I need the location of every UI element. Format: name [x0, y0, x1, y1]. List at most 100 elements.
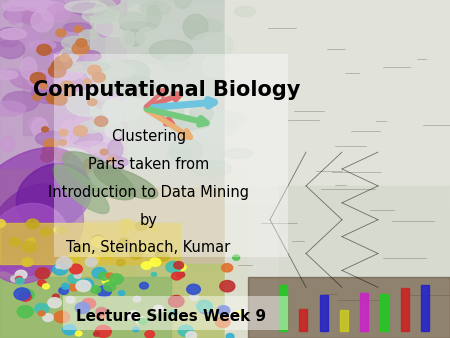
Ellipse shape: [91, 156, 128, 168]
Circle shape: [187, 284, 200, 294]
Circle shape: [63, 325, 76, 335]
Ellipse shape: [75, 142, 110, 153]
Circle shape: [104, 282, 116, 291]
Ellipse shape: [82, 8, 119, 23]
Circle shape: [236, 311, 242, 315]
Ellipse shape: [192, 32, 234, 56]
Ellipse shape: [202, 55, 229, 77]
Ellipse shape: [61, 120, 80, 143]
Circle shape: [94, 116, 108, 126]
Ellipse shape: [75, 114, 94, 134]
Ellipse shape: [94, 0, 117, 23]
Circle shape: [96, 314, 105, 320]
Circle shape: [9, 238, 21, 246]
Circle shape: [156, 251, 166, 259]
Bar: [299, 309, 307, 331]
Text: Introduction to Data Mining: Introduction to Data Mining: [48, 185, 249, 200]
Ellipse shape: [80, 66, 102, 81]
Circle shape: [53, 294, 59, 299]
Ellipse shape: [62, 37, 88, 50]
Bar: [0, 223, 180, 264]
Ellipse shape: [89, 4, 105, 16]
FancyBboxPatch shape: [54, 54, 288, 257]
Circle shape: [197, 300, 212, 312]
Ellipse shape: [95, 17, 140, 37]
Ellipse shape: [140, 1, 171, 16]
Ellipse shape: [28, 41, 56, 50]
Circle shape: [56, 29, 66, 37]
Circle shape: [50, 171, 62, 179]
Circle shape: [117, 260, 125, 266]
Ellipse shape: [190, 104, 213, 124]
Circle shape: [0, 219, 5, 227]
Ellipse shape: [103, 97, 146, 121]
Circle shape: [14, 288, 30, 300]
Ellipse shape: [0, 203, 68, 283]
Circle shape: [27, 247, 32, 251]
Circle shape: [49, 65, 66, 77]
Circle shape: [60, 54, 70, 62]
Circle shape: [74, 245, 83, 251]
Circle shape: [153, 306, 163, 313]
Circle shape: [43, 314, 53, 321]
Circle shape: [72, 42, 89, 55]
Ellipse shape: [213, 111, 246, 127]
Circle shape: [60, 164, 68, 170]
Circle shape: [59, 287, 68, 294]
Circle shape: [37, 45, 51, 55]
Circle shape: [201, 305, 209, 311]
Ellipse shape: [79, 30, 98, 39]
Circle shape: [73, 126, 87, 136]
Ellipse shape: [36, 0, 55, 21]
Bar: [400, 288, 409, 331]
Circle shape: [56, 265, 61, 268]
Circle shape: [16, 278, 24, 284]
Circle shape: [170, 310, 178, 316]
Ellipse shape: [21, 6, 46, 21]
Ellipse shape: [98, 62, 135, 79]
Circle shape: [15, 276, 22, 282]
Ellipse shape: [201, 80, 225, 95]
Circle shape: [92, 72, 105, 82]
Ellipse shape: [50, 52, 70, 73]
Circle shape: [76, 39, 87, 47]
Ellipse shape: [2, 92, 39, 112]
Circle shape: [74, 26, 82, 32]
Circle shape: [220, 281, 235, 292]
Ellipse shape: [120, 22, 157, 31]
Text: Lecture Slides Week 9: Lecture Slides Week 9: [76, 309, 266, 323]
Circle shape: [75, 303, 90, 313]
Circle shape: [68, 254, 79, 262]
Circle shape: [80, 165, 91, 173]
Circle shape: [96, 307, 107, 316]
Ellipse shape: [183, 14, 208, 40]
Ellipse shape: [50, 148, 90, 167]
Bar: [90, 0, 248, 186]
Circle shape: [133, 296, 141, 302]
Circle shape: [133, 327, 139, 332]
Circle shape: [88, 65, 101, 75]
Ellipse shape: [8, 0, 47, 17]
Ellipse shape: [191, 161, 232, 176]
Text: Tan, Steinbach, Kumar: Tan, Steinbach, Kumar: [67, 240, 230, 255]
Bar: [340, 310, 348, 331]
Ellipse shape: [147, 5, 161, 28]
Bar: [320, 295, 328, 331]
Ellipse shape: [166, 148, 192, 165]
Ellipse shape: [75, 50, 101, 62]
Circle shape: [35, 304, 49, 314]
Ellipse shape: [0, 27, 22, 47]
Circle shape: [62, 283, 69, 289]
Ellipse shape: [89, 131, 123, 146]
Circle shape: [61, 81, 74, 91]
Ellipse shape: [0, 71, 18, 79]
Circle shape: [85, 258, 97, 266]
Circle shape: [56, 257, 72, 269]
Circle shape: [54, 56, 72, 69]
Circle shape: [95, 325, 111, 337]
Ellipse shape: [32, 83, 66, 103]
Circle shape: [19, 289, 34, 301]
Bar: [225, 186, 450, 338]
Bar: [0, 169, 248, 338]
Ellipse shape: [96, 19, 112, 37]
